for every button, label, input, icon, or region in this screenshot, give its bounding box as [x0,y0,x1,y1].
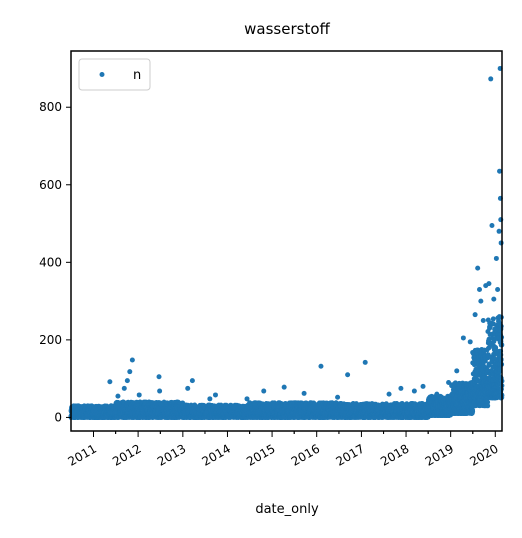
chart-title: wasserstoff [244,20,330,38]
data-points [68,65,505,420]
